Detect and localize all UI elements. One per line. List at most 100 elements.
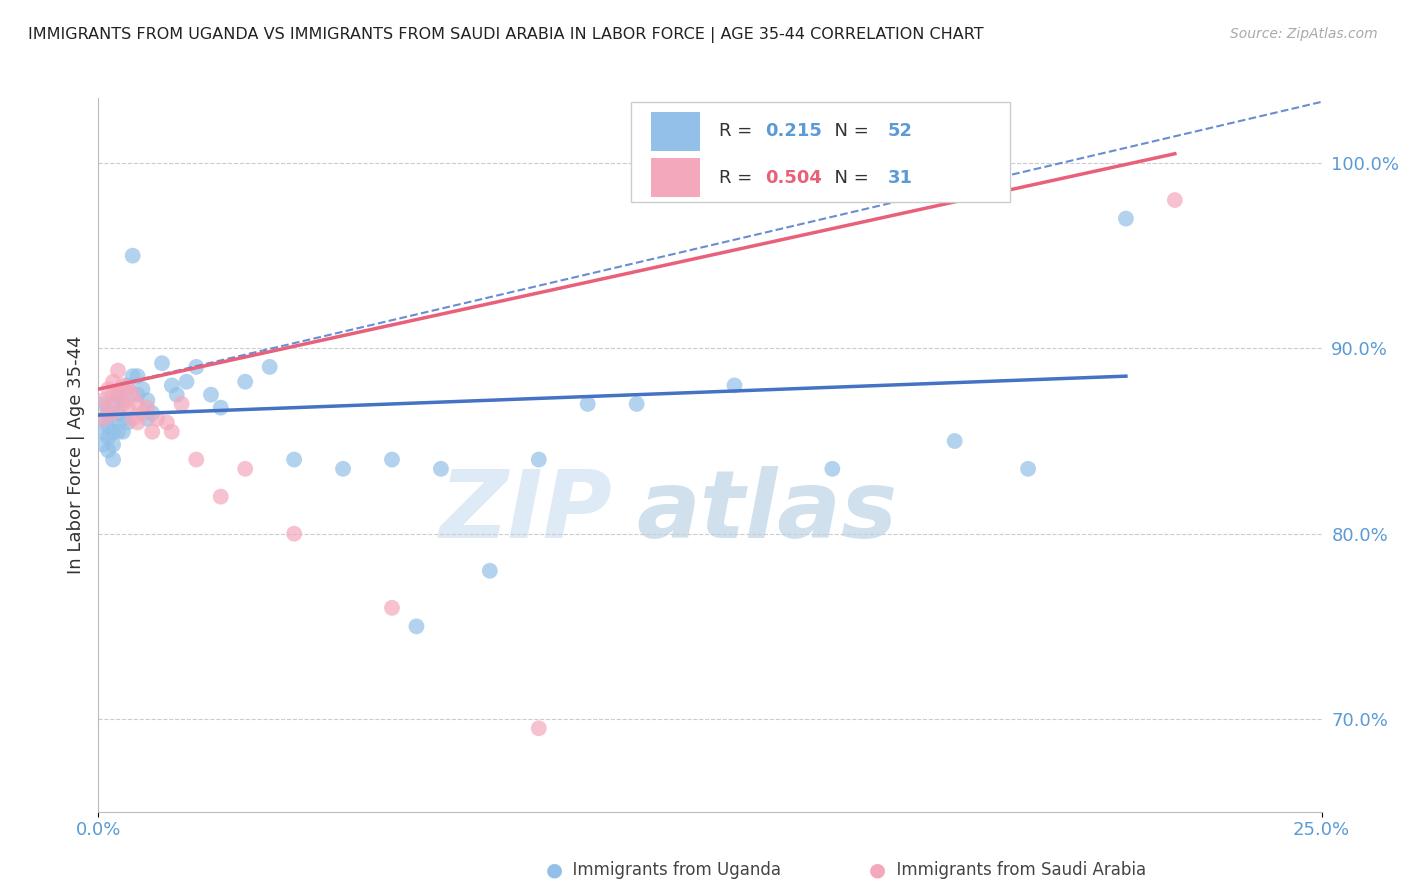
Text: ZIP: ZIP xyxy=(439,466,612,558)
Text: 31: 31 xyxy=(887,169,912,186)
Point xyxy=(107,363,129,377)
Point xyxy=(91,411,114,425)
Point xyxy=(943,434,966,448)
Point xyxy=(209,490,232,504)
Point xyxy=(405,619,427,633)
Point xyxy=(1115,211,1137,226)
Y-axis label: In Labor Force | Age 35-44: In Labor Force | Age 35-44 xyxy=(66,335,84,574)
Point xyxy=(166,387,188,401)
Point xyxy=(111,425,134,439)
Point xyxy=(97,443,120,458)
Text: atlas: atlas xyxy=(637,466,898,558)
FancyBboxPatch shape xyxy=(630,102,1010,202)
Point xyxy=(127,397,149,411)
Point xyxy=(107,387,129,401)
Point xyxy=(136,393,159,408)
Point xyxy=(478,564,501,578)
Point xyxy=(209,401,232,415)
Point xyxy=(131,382,153,396)
Point xyxy=(111,411,134,425)
Text: Immigrants from Saudi Arabia: Immigrants from Saudi Arabia xyxy=(886,861,1146,879)
Point xyxy=(117,416,139,430)
Point xyxy=(101,397,124,411)
Point xyxy=(141,425,163,439)
Point xyxy=(101,438,124,452)
Point xyxy=(1164,193,1187,207)
Point xyxy=(381,452,404,467)
Point xyxy=(91,425,114,439)
Point xyxy=(97,419,120,434)
Point xyxy=(107,387,129,401)
Point xyxy=(121,387,143,401)
FancyBboxPatch shape xyxy=(651,158,700,197)
Point xyxy=(821,462,844,476)
Point xyxy=(160,425,183,439)
Point xyxy=(1017,462,1039,476)
Point xyxy=(97,382,120,396)
Point xyxy=(121,411,143,425)
Text: N =: N = xyxy=(823,122,875,140)
Point xyxy=(91,411,114,425)
Text: 52: 52 xyxy=(887,122,912,140)
Point xyxy=(111,397,134,411)
Text: R =: R = xyxy=(718,122,758,140)
Point xyxy=(117,382,139,396)
Point xyxy=(332,462,354,476)
Point xyxy=(101,406,124,420)
Point xyxy=(160,378,183,392)
Point xyxy=(91,438,114,452)
Point xyxy=(381,600,404,615)
Point xyxy=(107,425,129,439)
Point xyxy=(91,397,114,411)
Point xyxy=(141,406,163,420)
Point xyxy=(101,425,124,439)
Text: N =: N = xyxy=(823,169,875,186)
Point xyxy=(117,401,139,415)
Point xyxy=(127,416,149,430)
Point xyxy=(121,249,143,263)
Point xyxy=(626,397,648,411)
Point xyxy=(170,397,193,411)
Point xyxy=(97,406,120,420)
Point xyxy=(127,387,149,401)
Point xyxy=(101,375,124,389)
Point xyxy=(233,462,256,476)
Point xyxy=(576,397,599,411)
Point xyxy=(101,411,124,425)
Point xyxy=(121,369,143,384)
Point xyxy=(101,452,124,467)
Point xyxy=(723,378,745,392)
Point xyxy=(146,411,169,425)
Point xyxy=(101,387,124,401)
Text: 0.215: 0.215 xyxy=(765,122,823,140)
Point xyxy=(150,356,173,370)
Point xyxy=(186,359,208,374)
Point xyxy=(111,393,134,408)
Text: Immigrants from Uganda: Immigrants from Uganda xyxy=(562,861,782,879)
Point xyxy=(136,411,159,425)
Text: IMMIGRANTS FROM UGANDA VS IMMIGRANTS FROM SAUDI ARABIA IN LABOR FORCE | AGE 35-4: IMMIGRANTS FROM UGANDA VS IMMIGRANTS FRO… xyxy=(28,27,984,43)
FancyBboxPatch shape xyxy=(651,112,700,151)
Point xyxy=(200,387,222,401)
Point xyxy=(527,721,550,735)
Point xyxy=(136,401,159,415)
Point xyxy=(527,452,550,467)
Point xyxy=(156,416,179,430)
Text: Source: ZipAtlas.com: Source: ZipAtlas.com xyxy=(1230,27,1378,41)
Text: R =: R = xyxy=(718,169,758,186)
Point xyxy=(97,401,120,415)
Point xyxy=(117,378,139,392)
Point xyxy=(97,430,120,444)
Text: ●: ● xyxy=(869,860,886,880)
Text: ●: ● xyxy=(546,860,562,880)
Point xyxy=(176,375,198,389)
Point xyxy=(259,359,281,374)
Point xyxy=(111,378,134,392)
Point xyxy=(283,526,305,541)
Point xyxy=(283,452,305,467)
Point xyxy=(107,406,129,420)
Point xyxy=(131,406,153,420)
Point xyxy=(430,462,453,476)
Point xyxy=(233,375,256,389)
Point xyxy=(127,369,149,384)
